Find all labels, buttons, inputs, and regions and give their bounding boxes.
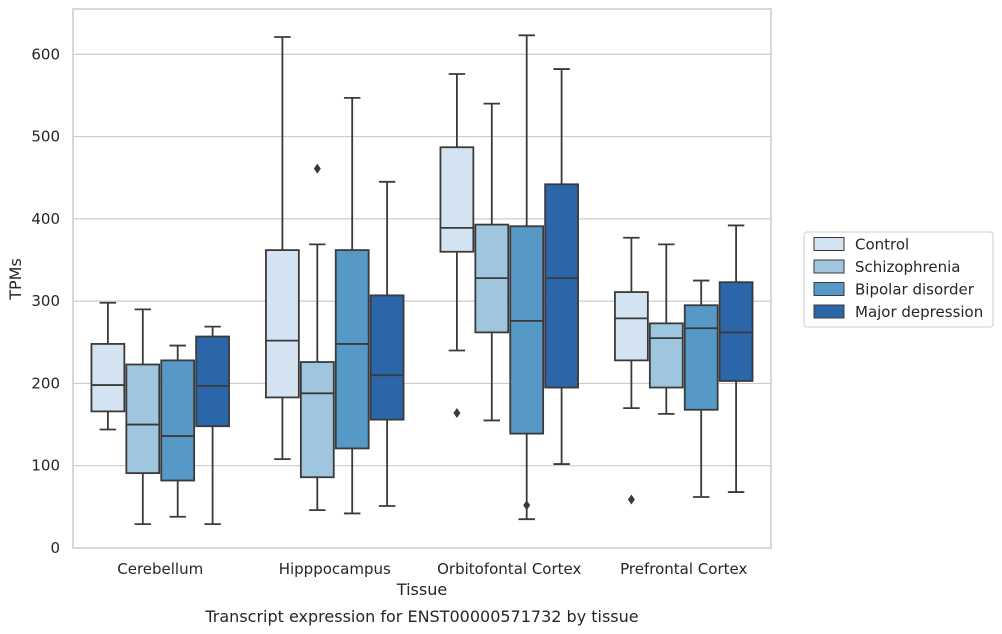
y-tick-label: 400 [31,210,60,228]
outlier-point [313,163,321,174]
box-3-0 [614,236,649,505]
box-1-0 [265,36,300,461]
box-1-2 [334,96,370,515]
legend-item: Major depression [813,303,983,321]
legend-item: Control [813,236,909,254]
y-tick-label: 100 [31,457,60,475]
box-iqr [125,363,161,475]
legend-item: Bipolar disorder [813,281,975,299]
box-2-2 [509,34,545,521]
box-3-1 [648,243,684,415]
legend-swatch [813,237,845,251]
x-tick-label: Orbitofontal Cortex [437,560,581,578]
outlier-point [627,494,635,505]
box-iqr [265,249,300,399]
box-2-3 [544,68,579,465]
box-iqr [90,343,126,413]
box-1-1 [299,163,335,512]
legend-label: Major depression [855,303,983,321]
legend-item: Schizophrenia [813,258,960,276]
x-tick-labels: Cerebellum Hipppocampus Orbitofontal Corte… [117,560,747,578]
y-tick-label: 300 [31,292,60,310]
x-tick-label: Hipppocampus [279,560,391,578]
box-iqr [299,361,335,479]
y-tick-labels: 0 100 200 300 400 500 600 [31,45,60,557]
y-tick-label: 0 [50,539,60,557]
boxes-layer [90,34,754,526]
outlier-point [523,500,531,511]
legend-swatch [813,282,845,296]
y-axis-title: TPMs [6,258,25,301]
box-iqr [160,359,196,482]
legend: Control Schizophrenia Bipolar disorder Majo… [803,231,994,328]
legend-label: Control [855,236,909,254]
x-tick-label: Prefrontal Cortex [620,560,747,578]
box-3-3 [718,224,754,493]
outlier-point [453,408,461,419]
y-tick-label: 600 [31,45,60,63]
y-tick-label: 500 [31,128,60,146]
box-iqr [509,225,545,435]
legend-frame [803,231,994,328]
box-iqr [648,322,684,389]
box-iqr [683,304,719,411]
box-iqr [195,335,230,428]
box-iqr [439,146,475,253]
legend-swatch [813,259,845,274]
x-tick-label: Cerebellum [117,560,203,578]
x-axis-title: Tissue [396,580,447,599]
y-tick-label: 200 [31,374,60,392]
plot-frame [72,8,772,549]
legend-label: Schizophrenia [855,258,960,276]
legend-label: Bipolar disorder [855,281,975,299]
box-2-0 [439,73,475,419]
legend-swatch [813,304,845,319]
box-0-2 [160,344,196,518]
chart-caption: Transcript expression for ENST0000057173… [204,607,638,626]
box-2-1 [474,102,510,422]
box-0-3 [195,325,230,526]
box-3-2 [683,279,719,498]
box-iqr [544,183,579,389]
box-iqr [334,249,370,450]
box-1-3 [369,180,405,507]
box-0-0 [90,301,126,431]
box-iqr [614,291,649,362]
box-0-1 [125,308,161,526]
box-iqr [369,294,405,421]
